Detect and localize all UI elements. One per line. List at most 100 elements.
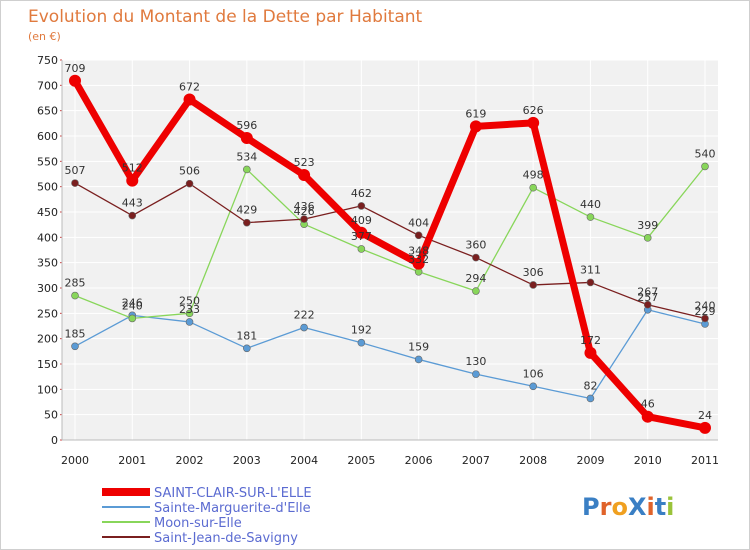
- axes: 0 50 100 150 200 250 300 350 400 450 500 550 600 650 7…: [37, 54, 719, 467]
- data-point: [701, 162, 709, 171]
- data-label: 626: [523, 104, 544, 117]
- data-point: [183, 93, 196, 106]
- data-point: [300, 215, 308, 223]
- x-tick-label: 2010: [634, 454, 662, 467]
- data-label: 512: [122, 162, 143, 175]
- data-label: 440: [580, 198, 601, 211]
- data-label: 130: [465, 355, 486, 368]
- data-point: [584, 346, 597, 359]
- data-point: [357, 202, 366, 210]
- data-point: [357, 245, 366, 253]
- data-label: 409: [351, 214, 372, 227]
- grid-lines: [62, 59, 718, 441]
- y-tick-label: 150: [37, 358, 58, 371]
- data-point: [357, 338, 366, 347]
- data-label: 257: [637, 291, 658, 304]
- logo-letter: X: [628, 493, 647, 521]
- data-point: [71, 342, 79, 351]
- y-tick-label: 450: [37, 206, 58, 219]
- data-point: [527, 116, 540, 129]
- data-label: 229: [695, 305, 716, 318]
- legend-label: SAINT-CLAIR-SUR-L'ELLE: [154, 486, 312, 501]
- data-label: 285: [65, 277, 86, 290]
- data-point: [643, 234, 652, 242]
- logo-letter: i: [666, 493, 674, 521]
- data-label: 240: [695, 299, 716, 312]
- data-label: 443: [122, 197, 143, 210]
- data-point: [355, 226, 368, 239]
- x-tick-label: 2006: [405, 454, 433, 467]
- y-tick-label: 350: [37, 257, 58, 270]
- data-point: [586, 213, 595, 221]
- x-tick-label: 2011: [691, 454, 719, 467]
- series-layer: [69, 74, 711, 434]
- data-label: 436: [294, 200, 315, 213]
- data-label: 507: [65, 164, 86, 177]
- series-line: [74, 309, 706, 400]
- data-label: 462: [351, 187, 372, 200]
- data-point: [643, 300, 652, 309]
- data-point: [701, 314, 709, 323]
- chart-subtitle: (en €): [28, 30, 61, 43]
- data-point: [300, 323, 308, 332]
- logo-text: ProXiti: [582, 493, 674, 521]
- data-label: 429: [236, 204, 257, 217]
- x-tick-label: 2005: [347, 454, 375, 467]
- data-point: [71, 291, 79, 300]
- legend-label: Moon-sur-Elle: [154, 516, 242, 531]
- data-label: 240: [122, 299, 143, 312]
- data-label: 192: [351, 324, 372, 337]
- data-point: [472, 370, 480, 378]
- data-point: [641, 410, 654, 423]
- data-point: [472, 253, 480, 262]
- y-tick-label: 400: [37, 231, 58, 244]
- data-label: 399: [637, 219, 658, 232]
- y-tick-label: 700: [37, 79, 58, 92]
- data-label: 267: [637, 286, 658, 299]
- data-label: 181: [236, 329, 257, 342]
- data-label: 311: [580, 263, 601, 276]
- data-label: 360: [465, 239, 486, 252]
- data-label: 596: [236, 119, 257, 132]
- data-label: 159: [408, 340, 429, 353]
- data-point: [529, 183, 537, 192]
- data-point: [185, 318, 194, 326]
- logo-letter: i: [646, 493, 654, 521]
- y-tick-label: 550: [37, 155, 58, 168]
- data-point: [240, 132, 253, 145]
- data-label: 250: [179, 294, 200, 307]
- data-point: [126, 174, 139, 187]
- data-point: [529, 281, 537, 289]
- data-label: 24: [698, 409, 712, 422]
- data-label: 709: [65, 62, 86, 75]
- series-line: [74, 165, 706, 320]
- data-labels: 709 512 672 596 523 409 348 619 626 172 46 24 185 246…: [65, 62, 716, 422]
- data-label: 106: [523, 367, 544, 380]
- y-tick-label: 250: [37, 307, 58, 320]
- data-point: [243, 218, 251, 227]
- proxiti-logo: ProXiti: [582, 493, 674, 521]
- data-point: [128, 314, 137, 323]
- y-tick-label: 100: [37, 383, 58, 396]
- legend-label: Saint-Jean-de-Savigny: [154, 531, 298, 546]
- y-tick-label: 750: [37, 54, 58, 67]
- data-label: 534: [236, 150, 257, 163]
- x-tick-label: 2008: [519, 454, 547, 467]
- data-point: [699, 421, 711, 434]
- data-label: 294: [465, 272, 486, 285]
- data-label: 619: [465, 107, 486, 120]
- y-tick-label: 650: [37, 105, 58, 118]
- legend: SAINT-CLAIR-SUR-L'ELLESainte-Marguerite-…: [102, 486, 312, 546]
- data-label: 306: [523, 266, 544, 279]
- series-line: [74, 182, 706, 320]
- x-tick-label: 2007: [462, 454, 490, 467]
- y-tick-label: 50: [44, 409, 58, 422]
- x-tick-label: 2004: [290, 454, 318, 467]
- x-tick-label: 2003: [233, 454, 261, 467]
- data-label: 348: [408, 245, 429, 258]
- x-tick-label: 2002: [176, 454, 204, 467]
- data-point: [586, 278, 595, 287]
- series-line: [71, 79, 706, 432]
- data-label: 222: [294, 309, 315, 322]
